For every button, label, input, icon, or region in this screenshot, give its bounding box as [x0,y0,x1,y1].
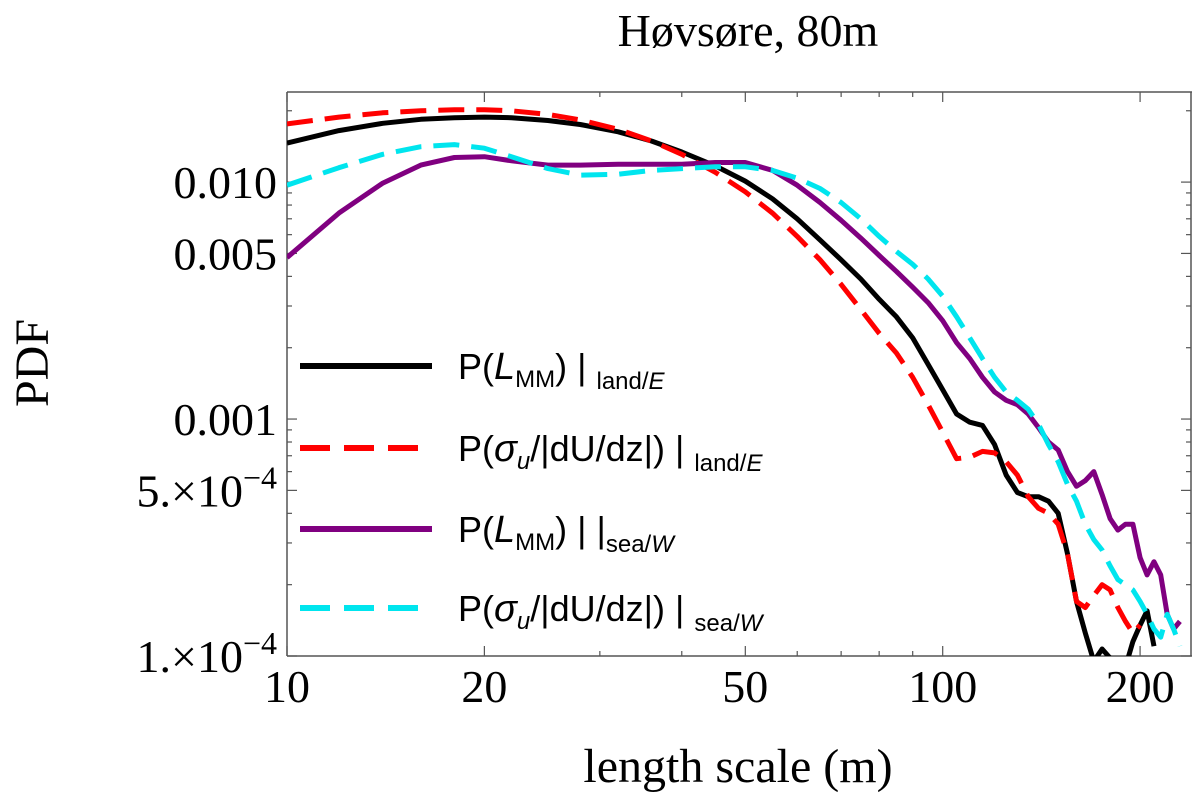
chart-title: Høvsøre, 80m [618,5,879,56]
x-tick-label: 50 [722,661,768,712]
legend: P(LMM) | land/E P(σu/|dU/dz|) | land/E P(L… [300,346,765,637]
y-axis-ticks: 0.010 0.005 0.001 5.×10−4 1.×10−4 [137,110,1191,682]
x-tick-label: 100 [908,661,977,712]
x-tick-label: 20 [461,661,507,712]
series-line-2 [287,107,1142,636]
x-tick-label: 200 [1106,661,1175,712]
series-layer [287,107,1183,656]
y-tick-label: 5.×10−4 [137,459,278,516]
x-tick-label: 10 [264,661,310,712]
series-line-1 [287,114,1157,656]
legend-label-3: P(LMM) | |sea/W [458,509,676,558]
series-line-4 [287,142,1183,648]
legend-label-1: P(LMM) | land/E [458,346,666,395]
y-axis-label: PDF [6,319,59,407]
y-tick-label: 0.001 [174,394,278,445]
x-axis-label: length scale (m) [583,740,892,793]
y-tick-label: 1.×10−4 [137,625,278,682]
y-tick-label: 0.010 [174,157,278,208]
axes-frame [286,91,1192,657]
legend-label-4: P(σu/|dU/dz|) | sea/W [458,588,765,637]
series-line-3 [287,154,1182,632]
legend-label-2: P(σu/|dU/dz|) | land/E [458,428,763,477]
y-tick-label: 0.005 [174,228,278,279]
x-axis-ticks: 10 20 50 100 200 [264,92,1175,712]
